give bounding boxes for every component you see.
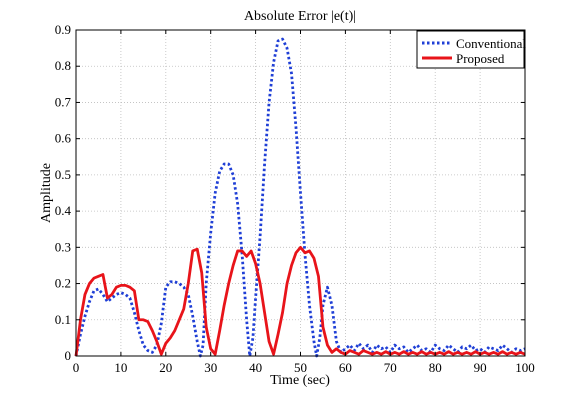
chart-title: Absolute Error |e(t)| xyxy=(244,9,356,24)
x-tick-label: 50 xyxy=(294,360,307,375)
y-tick-label: 0.8 xyxy=(55,58,71,73)
x-tick-label: 60 xyxy=(339,360,352,375)
x-tick-label: 40 xyxy=(249,360,262,375)
x-tick-label: 30 xyxy=(204,360,217,375)
legend-label-proposed: Proposed xyxy=(456,51,505,66)
x-tick-label: 0 xyxy=(73,360,80,375)
y-tick-label: 0.9 xyxy=(55,22,71,37)
y-axis-label: Amplitude xyxy=(39,163,54,223)
series-layer xyxy=(74,37,526,358)
legend-box xyxy=(416,30,525,69)
x-axis-label: Time (sec) xyxy=(270,373,330,388)
y-tick-label: 0.4 xyxy=(55,203,72,218)
x-tick-label: 20 xyxy=(159,360,172,375)
x-tick-label: 100 xyxy=(515,360,535,375)
x-tick-label: 70 xyxy=(384,360,397,375)
x-tick-label: 80 xyxy=(429,360,442,375)
y-tick-label: 0.7 xyxy=(55,94,72,109)
legend-label-conventional: Conventional xyxy=(456,36,526,51)
y-tick-label: 0.6 xyxy=(55,131,72,146)
x-tick-label: 10 xyxy=(114,360,127,375)
axis-ticks: 0 10 20 30 40 50 60 70 80 90 100 0 0.1 0.2 0.3 0.4 0.5 0.… xyxy=(55,22,535,375)
series-line-proposed xyxy=(74,245,526,357)
y-tick-label: 0 xyxy=(65,348,72,363)
legend: Conventional Proposed xyxy=(416,30,526,69)
series-line-conventional xyxy=(74,37,526,358)
y-tick-label: 0.2 xyxy=(55,276,71,291)
y-tick-label: 0.5 xyxy=(55,167,71,182)
x-tick-label: 90 xyxy=(474,360,487,375)
y-tick-label: 0.1 xyxy=(55,312,71,327)
y-tick-label: 0.3 xyxy=(55,239,71,254)
